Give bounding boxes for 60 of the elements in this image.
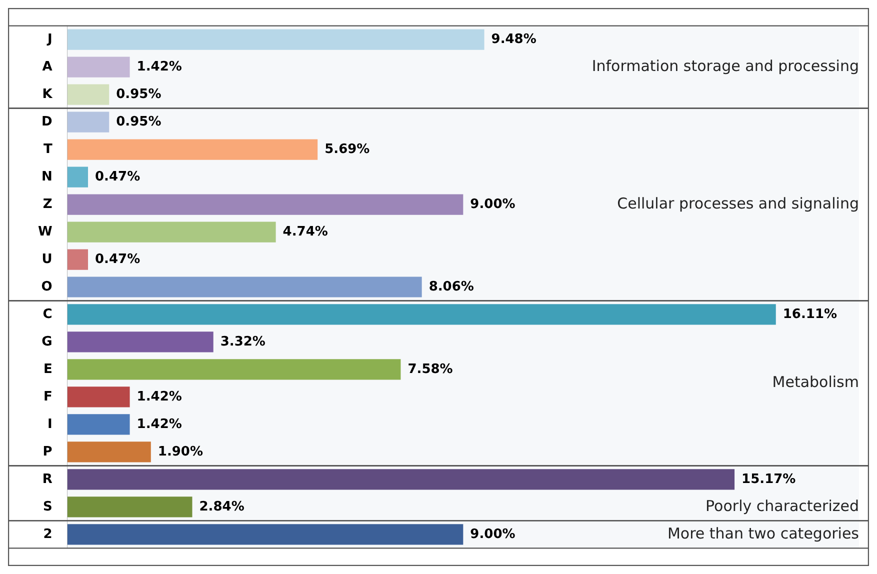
data-label: 4.74% xyxy=(282,224,328,240)
y-tick-label: I xyxy=(47,416,52,432)
data-label: 0.95% xyxy=(116,114,162,130)
bar xyxy=(67,222,276,242)
data-label: 1.42% xyxy=(136,416,182,432)
bar xyxy=(67,359,401,380)
bar xyxy=(67,496,192,518)
bar xyxy=(67,194,464,215)
y-tick-label: C xyxy=(42,306,52,322)
band-label: Poorly characterized xyxy=(706,496,859,515)
y-tick-label: R xyxy=(42,472,52,487)
y-tick-label: J xyxy=(46,32,52,47)
data-label: 0.47% xyxy=(95,252,140,267)
y-tick-label: O xyxy=(41,279,52,294)
y-tick-label: E xyxy=(43,362,52,377)
bar xyxy=(67,414,130,435)
data-label: 9.00% xyxy=(470,196,516,212)
y-tick-label: G xyxy=(42,334,52,350)
y-tick-label: A xyxy=(42,59,52,74)
y-tick-label: N xyxy=(41,169,52,184)
y-tick-label: S xyxy=(42,499,52,514)
band-label: Metabolism xyxy=(772,373,859,392)
data-label: 7.58% xyxy=(408,362,453,377)
y-tick-label: F xyxy=(43,389,52,404)
data-label: 0.95% xyxy=(116,86,162,102)
data-label: 5.69% xyxy=(324,142,370,157)
bar xyxy=(67,249,88,270)
data-label: 1.42% xyxy=(136,59,182,74)
y-tick-label: Z xyxy=(42,196,52,212)
band-label: Information storage and processing xyxy=(592,56,859,75)
data-label: 8.06% xyxy=(428,279,474,294)
data-label: 15.17% xyxy=(742,472,796,487)
y-tick-label: K xyxy=(42,86,54,102)
data-label: 9.00% xyxy=(470,526,516,542)
bar xyxy=(67,304,776,325)
data-label: 16.11% xyxy=(782,306,838,322)
data-label: 0.47% xyxy=(95,169,140,184)
bar xyxy=(67,276,422,298)
bar xyxy=(67,332,214,352)
bar xyxy=(67,442,151,462)
band-label: Cellular processes and signaling xyxy=(617,194,859,212)
data-label: 3.32% xyxy=(220,334,266,350)
bar xyxy=(67,139,318,160)
bar xyxy=(67,29,484,50)
y-tick-label: W xyxy=(38,224,52,240)
bar xyxy=(67,56,130,78)
y-tick-label: D xyxy=(42,114,53,130)
data-label: 9.48% xyxy=(491,32,536,47)
data-label: 2.84% xyxy=(199,499,244,514)
y-tick-label: P xyxy=(42,444,52,460)
y-tick-label: U xyxy=(42,252,52,267)
y-tick-label: T xyxy=(43,142,52,157)
bar xyxy=(67,166,88,188)
bar xyxy=(67,84,110,105)
data-label: 1.90% xyxy=(158,444,204,460)
bar xyxy=(67,386,130,408)
y-tick-label: 2 xyxy=(43,526,52,542)
data-label: 1.42% xyxy=(136,389,182,404)
bar xyxy=(67,112,110,132)
band-label: More than two categories xyxy=(667,524,860,542)
